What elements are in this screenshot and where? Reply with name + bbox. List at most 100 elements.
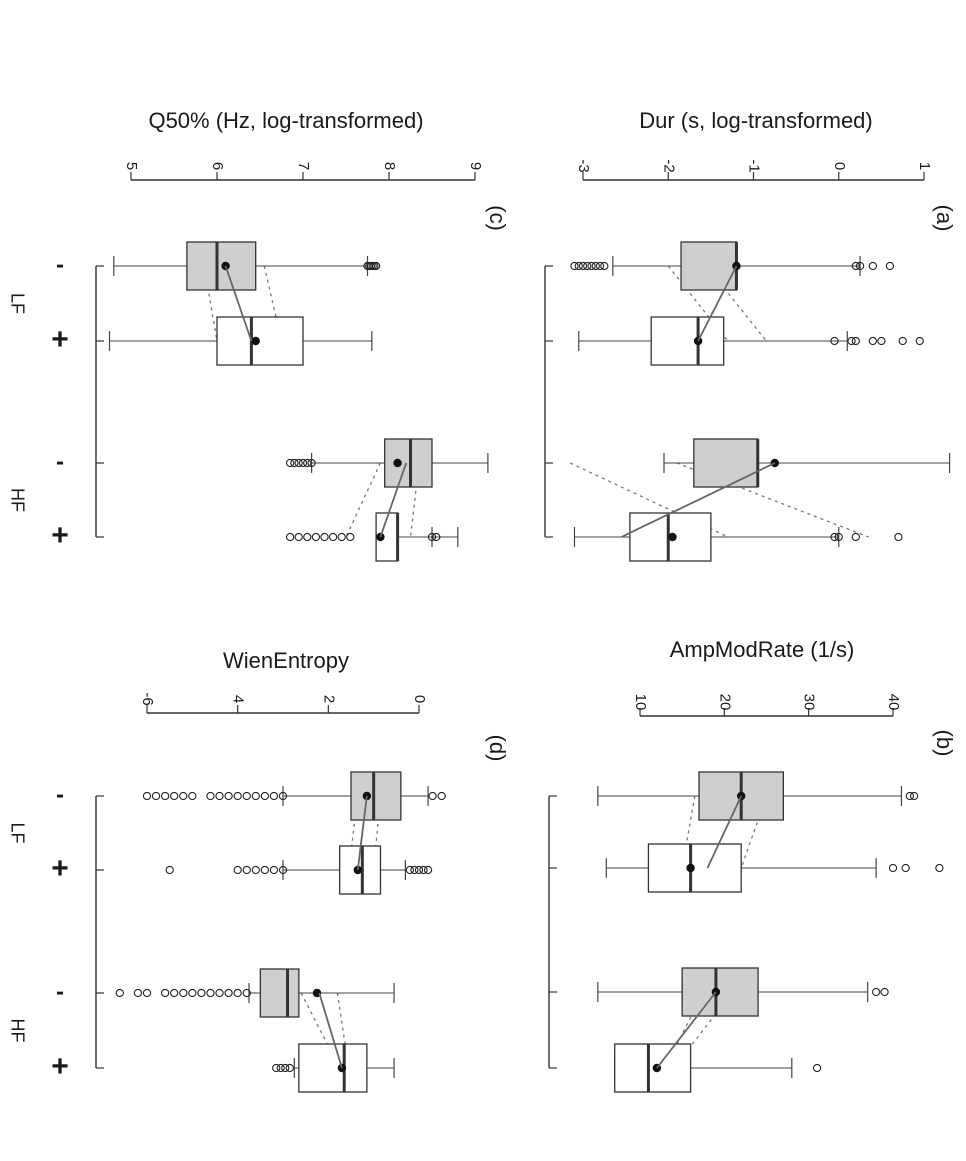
panel-a-outlier (830, 532, 839, 542)
panel-d-outlier (278, 791, 288, 801)
panel-c-outlier (427, 532, 437, 542)
panel-d-outlier (260, 791, 270, 801)
panel-d-outlier (414, 865, 424, 875)
panel-d-outlier (160, 988, 170, 998)
panel-c-outlier (285, 458, 295, 468)
panel-b-mean-line (656, 991, 717, 1069)
panel-c-dotted-guide (203, 265, 218, 342)
panel-a-outlier (855, 261, 865, 271)
panel-a-outlier (595, 261, 605, 271)
panel-a-outlier (851, 336, 860, 346)
group-label-hf: HF (7, 488, 27, 512)
panel-c-tick-label: 5 (123, 162, 140, 170)
panel-c-box (384, 438, 433, 488)
panel-a-outlier (847, 336, 856, 346)
treatment-sign: - (56, 251, 64, 278)
panel-d-outlier (410, 865, 419, 875)
panel-c-box (216, 316, 304, 366)
panel-b-box (647, 843, 742, 893)
panel-c-outlier (298, 458, 308, 468)
panel-d-outlier (197, 988, 206, 998)
panel-a-tick-label: 0 (831, 162, 848, 170)
panel-a-outlier (894, 532, 903, 542)
panel-c-tick-label: 7 (295, 162, 312, 170)
panel-c-outlier (294, 532, 303, 542)
panel-a-box (650, 316, 725, 366)
panel-d-outlier (179, 791, 188, 801)
panel-a-tick-label: -2 (660, 159, 677, 172)
panel-b: AmpModRate (1/s) (b) 10 20 30 40 (548, 637, 957, 1093)
panel-d-outlier (242, 988, 251, 998)
panel-a-mean-point (668, 532, 677, 542)
treatment-sign: + (51, 519, 69, 552)
panel-c-outlier (320, 532, 329, 542)
panel-a-outlier (868, 336, 877, 346)
panel-a-outlier (591, 261, 600, 271)
panel-b-title: AmpModRate (1/s) (670, 637, 855, 662)
panel-d-tick-label: 4 (230, 695, 247, 703)
panel-d-title: WienEntropy (223, 648, 349, 673)
panel-d-outlier (278, 865, 288, 875)
panel-c-title: Q50% (Hz, log-transformed) (148, 108, 423, 133)
panel-b-tick-label: 20 (716, 694, 733, 711)
panel-d-outlier (405, 865, 415, 875)
panel-d-outlier (133, 988, 143, 998)
panel-a-outlier (574, 261, 583, 271)
panel-a-outlier (851, 532, 860, 542)
panel-d-outlier (215, 988, 224, 998)
panel-d-outlier (276, 1063, 285, 1073)
panel-d-box (350, 771, 402, 821)
group-label-hf: HF (7, 1019, 27, 1043)
panel-d-outlier (206, 791, 215, 801)
panel-c-dotted-guide (345, 462, 381, 538)
panel-a-outlier (583, 261, 592, 271)
panel-b-outlier (812, 1063, 822, 1073)
panel-d-box (259, 968, 300, 1018)
panel-d-outlier (115, 988, 124, 998)
panel-d-outlier (160, 791, 170, 801)
panel-a-outlier (885, 261, 895, 271)
panel-c-label: (c) (485, 205, 510, 231)
panel-b-dotted-guide (681, 795, 696, 869)
panel-d-outlier (206, 988, 215, 998)
panel-c-mean-line (224, 265, 253, 342)
panel-a-box (693, 438, 759, 488)
panel-c-mean-point (393, 458, 402, 468)
panel-d-outlier (179, 988, 188, 998)
panel-a-dotted-guide (569, 462, 729, 538)
panel-d-dotted-guide (373, 795, 382, 871)
panel-d-outlier (285, 1063, 294, 1073)
panel-b-outlier (880, 987, 889, 997)
panel-a-outlier (898, 336, 907, 346)
panel-d-outlier (165, 865, 174, 875)
panel-d-outlier (251, 791, 260, 801)
panel-a-outlier (578, 261, 588, 271)
panel-a-outlier (834, 532, 843, 542)
panel-a: Dur (s, log-transformed) (a) -3 -2 -1 0 1 (544, 108, 957, 562)
panel-c-outlier (432, 532, 441, 542)
panel-c-outlier (294, 458, 303, 468)
panel-b-tick-label: 40 (885, 694, 902, 711)
panel-c-tick-label: 8 (381, 162, 398, 170)
panel-b-tick-label: 30 (801, 694, 818, 711)
panel-c-outlier (303, 458, 312, 468)
panel-b-mean-point (686, 863, 695, 873)
panel-d-outlier (423, 865, 433, 875)
panel-b-box (681, 967, 759, 1017)
panel-d-outlier (233, 865, 242, 875)
treatment-sign: + (51, 1050, 69, 1083)
panel-a-outlier (570, 261, 579, 271)
panel-d-outlier (272, 1063, 281, 1073)
panel-a-outlier (877, 336, 886, 346)
panel-b-box (614, 1043, 692, 1093)
panel-d-outlier (251, 865, 260, 875)
panel-d-outlier (233, 791, 242, 801)
treatment-sign: + (51, 323, 69, 356)
panel-d-outlier (224, 988, 233, 998)
panel-c-tick-label: 9 (467, 162, 484, 170)
panel-d-outlier (437, 791, 446, 801)
panel-b-outlier (871, 987, 881, 997)
panel-a-outlier (851, 261, 860, 271)
panel-a-label: (a) (932, 205, 957, 232)
panel-a-outlier (587, 261, 596, 271)
